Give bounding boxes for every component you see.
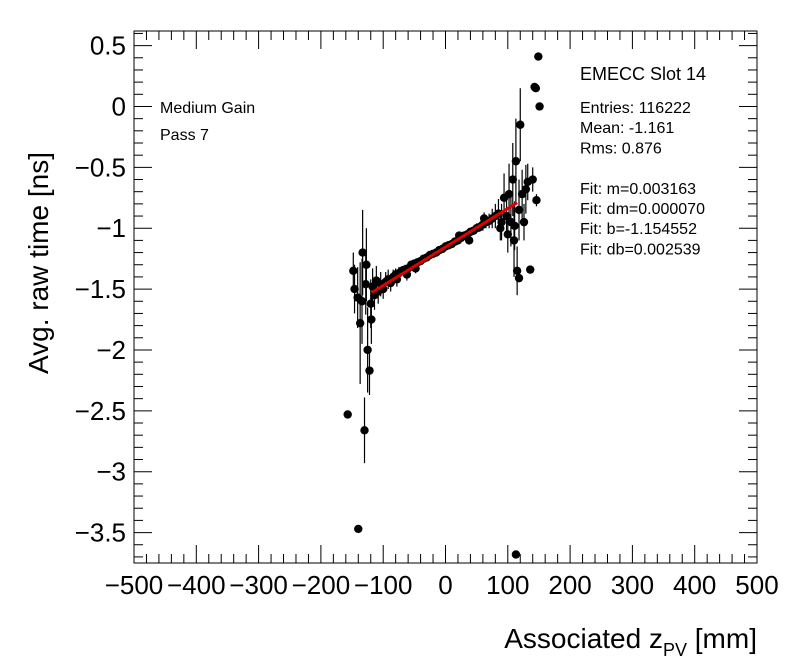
data-point [357,297,367,306]
x-tick-label: −100 [354,570,413,600]
data-point [521,185,531,194]
data-point [531,84,541,93]
y-tick-label: −3.5 [75,518,126,548]
gain-label: Medium Gain [160,100,255,117]
data-point [464,236,474,245]
data-point [363,345,372,355]
x-tick-label: −200 [292,570,351,600]
data-point [358,248,367,257]
y-tick-label: −2 [96,335,126,365]
data-points [343,52,544,559]
data-point [508,175,517,184]
data-point [532,196,541,205]
data-point [343,410,352,419]
x-tick-label: −300 [229,570,288,600]
y-tick-label: −1 [96,213,126,243]
x-axis-title-main: Associated z [504,623,663,654]
fit-line [371,201,518,294]
stats-line: Entries: 116222 [580,100,691,117]
stats-line: Fit: m=0.003163 [580,181,696,198]
y-tick-label: −3 [96,457,126,487]
x-axis-title-unit: [mm] [687,623,757,654]
fit-line-group [371,201,518,294]
data-point [534,52,543,61]
stats-line: Fit: b=-1.154552 [580,221,697,238]
data-point [511,157,521,166]
stats-line: Rms: 0.876 [580,140,662,157]
data-point [514,205,524,215]
x-tick-label: 300 [611,570,654,600]
data-point [514,273,524,283]
x-axis-title-subscript: PV [663,640,687,660]
data-point [526,265,535,274]
data-point [516,120,525,129]
data-point [519,217,529,227]
y-tick-label: −1.5 [75,274,126,304]
data-point [350,284,359,294]
data-point [504,189,514,199]
stats-line: Mean: -1.161 [580,120,674,137]
data-point [496,224,505,233]
data-point [360,426,369,435]
y-tick-label: 0.5 [90,31,126,61]
y-axis-title: Avg. raw time [ns] [23,152,54,374]
data-point [368,282,377,291]
data-point [502,211,511,221]
y-tick-label: −0.5 [75,152,126,182]
x-tick-label: −400 [167,570,226,600]
x-tick-label: 100 [486,570,529,600]
stats-line: Fit: db=0.002539 [580,241,701,258]
data-point [503,230,512,239]
pass-label: Pass 7 [160,127,209,144]
x-axis-ticks: −500 −400 −300 −200 −100 0 100 200 300 400 500 [105,31,779,600]
y-tick-label: −2.5 [75,396,126,426]
data-point [349,266,358,276]
y-tick-label: 0 [112,91,126,121]
x-tick-label: 0 [438,570,452,600]
data-point [367,315,376,324]
data-point [361,280,370,289]
y-axis-ticks: 0.5 0 −0.5 −1 −1.5 −2 −2.5 −3 −3.5 [75,31,757,558]
stats-box-lines: Entries: 116222 Mean: -1.161 Rms: 0.876 Fit… [580,100,705,258]
data-point [509,236,519,245]
data-point [535,102,544,111]
data-point [510,221,519,230]
data-point [512,266,522,276]
x-axis-title: Associated zPV [mm] [504,623,757,660]
x-tick-label: 200 [548,570,591,600]
data-point [354,524,363,534]
x-tick-label: 500 [735,570,778,600]
data-point [355,318,365,328]
data-point [362,260,371,269]
stats-line: Fit: dm=0.000070 [580,201,705,218]
data-point [365,366,374,375]
stats-box-title: EMECC Slot 14 [580,64,706,84]
data-point [511,550,521,559]
data-point [366,299,375,308]
x-tick-label: 400 [673,570,716,600]
x-tick-label: −500 [105,570,164,600]
error-bars [352,88,538,464]
data-point [528,175,537,184]
